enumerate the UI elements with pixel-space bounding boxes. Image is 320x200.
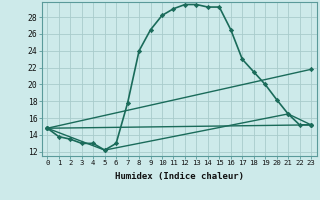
- X-axis label: Humidex (Indice chaleur): Humidex (Indice chaleur): [115, 172, 244, 181]
